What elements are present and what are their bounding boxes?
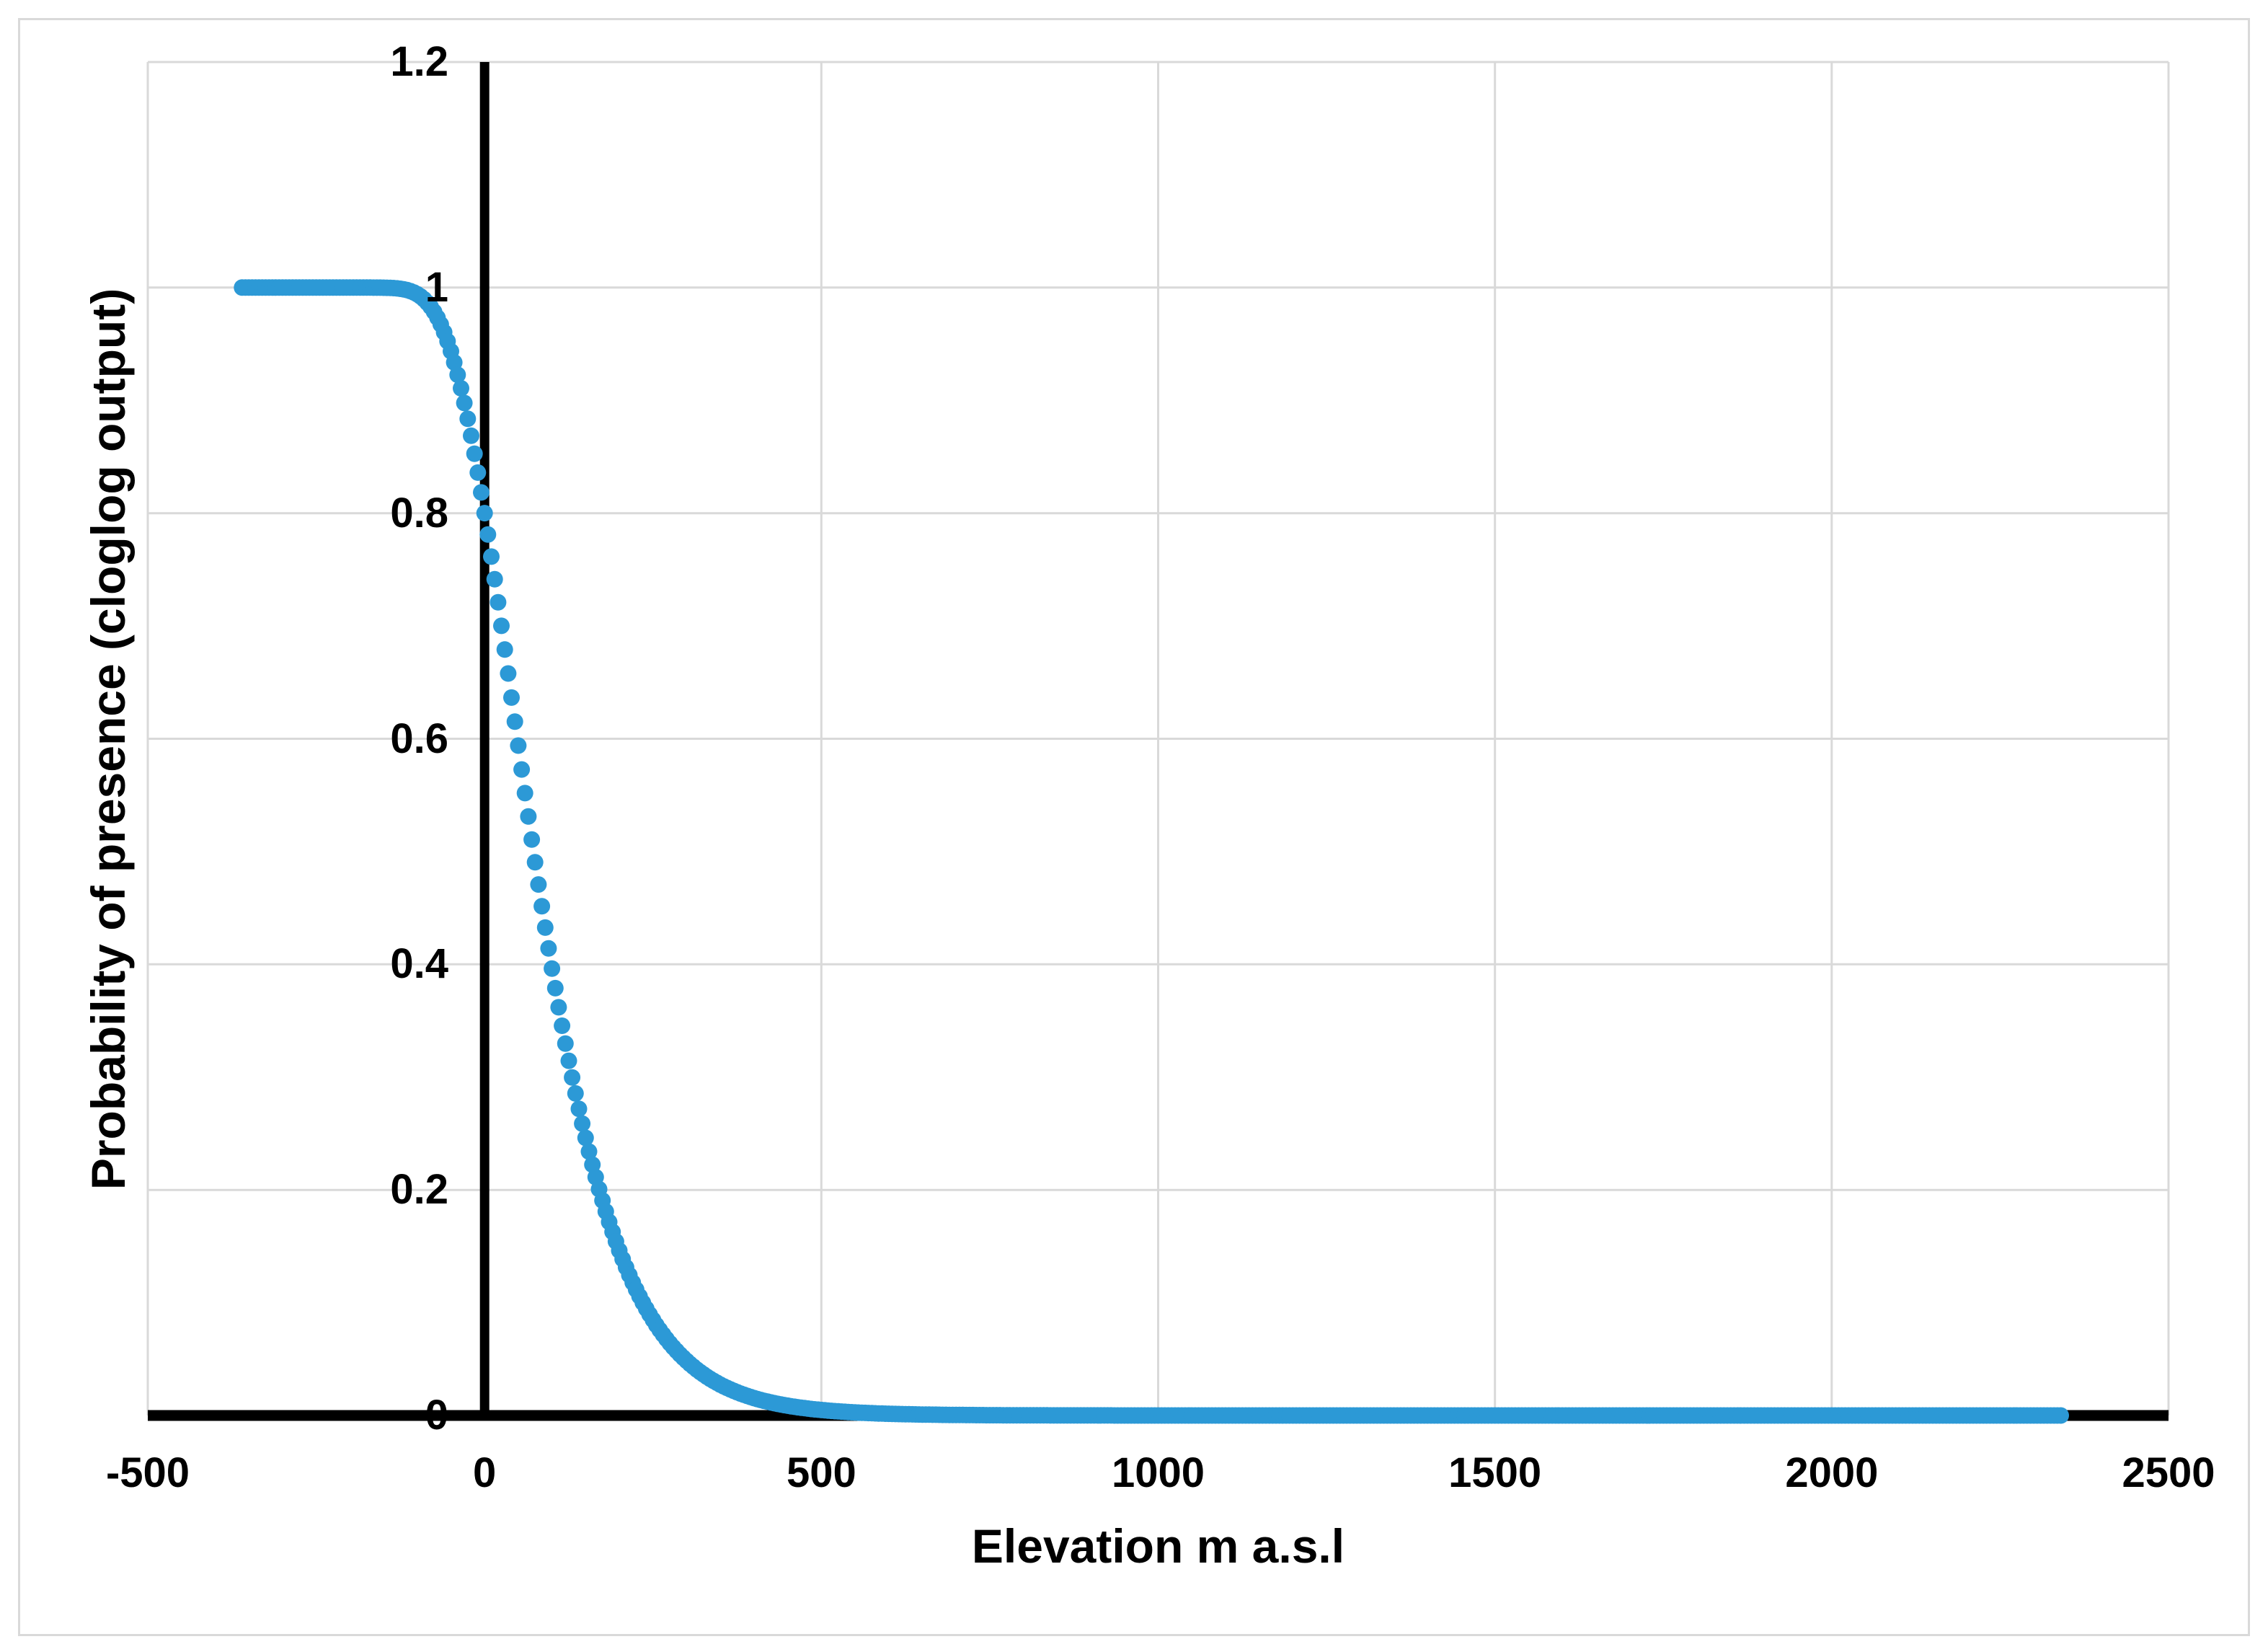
gridlines xyxy=(146,61,2170,1417)
y-tick-label-1-2: 1.2 xyxy=(390,38,448,85)
y-tick-label-0-8: 0.8 xyxy=(390,489,448,536)
y-tick-label-0-2: 0.2 xyxy=(390,1166,448,1214)
y-tick-label-0: 0 xyxy=(425,1392,448,1439)
y-tick-label-1: 1 xyxy=(425,263,448,311)
y-axis-title: Probability of presence (cloglog output) xyxy=(81,288,135,1191)
x-tick-label-0: 0 xyxy=(473,1449,497,1496)
y-tick-label-0-4: 0.4 xyxy=(390,940,448,988)
x-tick-label-500: 500 xyxy=(786,1449,856,1496)
x-tick-label-1000: 1000 xyxy=(1111,1449,1205,1496)
y-tick-label-0-6: 0.6 xyxy=(390,715,448,762)
series-dots xyxy=(234,279,2069,1424)
x-axis-title: Elevation m a.s.l xyxy=(971,1519,1345,1573)
x-tick-label-1500: 1500 xyxy=(1448,1449,1542,1496)
figure-border xyxy=(18,18,2250,1636)
x-tick-label-2500: 2500 xyxy=(2122,1449,2215,1496)
x-tick-label-2000: 2000 xyxy=(1785,1449,1879,1496)
x-tick-label-neg500: -500 xyxy=(105,1449,190,1496)
